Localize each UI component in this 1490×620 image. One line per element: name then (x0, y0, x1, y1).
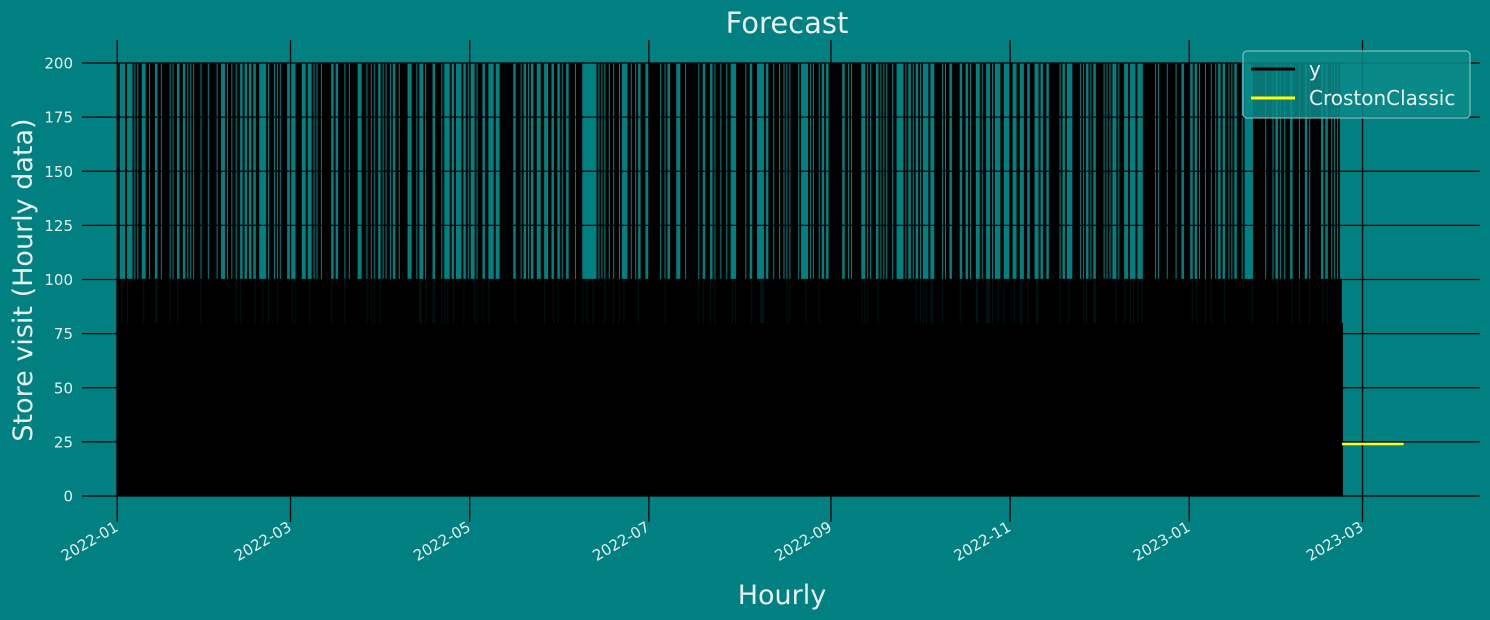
legend-label-y: y (1309, 57, 1321, 81)
y-tick-label: 25 (54, 433, 73, 451)
y-tick-label: 100 (44, 271, 73, 289)
legend-label-croston: CrostonClassic (1309, 86, 1455, 110)
legend: y CrostonClassic (1242, 50, 1471, 119)
y-axis-label: Store visit (Hourly data) (8, 118, 39, 441)
x-tick-label: 2022-07 (590, 518, 653, 565)
y-series-mark (1341, 322, 1343, 496)
chart-title: Forecast (726, 6, 849, 40)
y-tick-label: 0 (63, 488, 73, 506)
y-series-band (117, 279, 1342, 323)
x-tick-label: 2022-05 (410, 518, 473, 565)
x-tick-label: 2022-11 (951, 518, 1014, 565)
x-tick-label: 2022-01 (58, 518, 121, 565)
x-tick-label: 2022-09 (772, 518, 835, 565)
y-tick-label: 200 (44, 55, 73, 73)
y-tick-label: 75 (54, 325, 73, 343)
x-tick-label: 2023-03 (1303, 518, 1366, 565)
y-tick-label: 175 (44, 109, 73, 127)
x-tick-label: 2023-01 (1130, 518, 1193, 565)
y-tick-label: 150 (44, 163, 73, 181)
x-axis-label: Hourly (738, 580, 827, 611)
legend-box (1242, 50, 1471, 119)
x-axis: 2022-01 2022-03 2022-05 2022-07 2022-09 2022-… (58, 518, 1367, 565)
y-tick-label: 50 (54, 379, 73, 397)
y-tick-label: 125 (44, 217, 73, 235)
y-series-body (117, 322, 1342, 496)
x-tick-label: 2022-03 (231, 518, 294, 565)
y-axis: 0 25 50 75 100 125 150 175 200 (44, 55, 73, 506)
